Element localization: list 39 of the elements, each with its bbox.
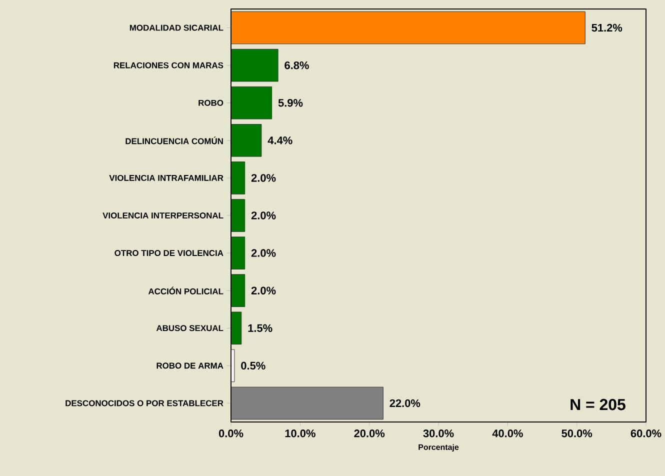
bar xyxy=(230,86,272,120)
y-tick-label: OTRO TIPO DE VIOLENCIA xyxy=(114,250,224,256)
x-tick-label: 40.0% xyxy=(492,430,523,438)
data-label: 4.4% xyxy=(268,136,292,144)
x-tick-label: 10.0% xyxy=(285,430,316,438)
y-tick-label: MODALIDAD SICARIAL xyxy=(130,24,224,31)
bar xyxy=(230,124,262,157)
y-tick-label: ABUSO SEXUAL xyxy=(156,325,224,332)
bar xyxy=(230,162,246,194)
y-tick-label: ROBO xyxy=(198,100,224,106)
y-tick-label: DESCONOCIDOS O POR ESTABLECER xyxy=(66,400,224,406)
data-label: 51.2% xyxy=(592,24,622,32)
x-tick-label: 30.0% xyxy=(423,430,454,438)
data-label: 2.0% xyxy=(251,286,276,294)
data-label: 2.0% xyxy=(251,212,276,220)
y-tick-label: RELACIONES CON MARAS xyxy=(114,62,224,68)
bar xyxy=(230,236,246,270)
y-tick-label: ROBO DE ARMA xyxy=(156,362,224,369)
y-tick-label: VIOLENCIA INTERPERSONAL xyxy=(102,212,224,218)
data-label: 5.9% xyxy=(278,98,303,107)
data-label: 1.5% xyxy=(248,324,272,332)
y-tick-label: VIOLENCIA INTRAFAMILIAR xyxy=(109,174,224,181)
bar xyxy=(230,274,246,307)
bar xyxy=(230,48,278,82)
data-label: 22.0% xyxy=(390,399,420,408)
bar xyxy=(230,199,246,232)
bar xyxy=(230,11,586,44)
x-tick-label: 20.0% xyxy=(354,430,385,438)
y-tick-label: DELINCUENCIA COMÚN xyxy=(126,136,223,144)
data-label: 0.5% xyxy=(241,362,266,370)
x-tick-label: 60.0% xyxy=(630,430,662,438)
data-label: 2.0% xyxy=(251,174,276,182)
data-label: 2.0% xyxy=(251,249,276,257)
x-tick-label: 0.0% xyxy=(218,430,244,438)
data-label: 6.8% xyxy=(284,61,309,70)
bar xyxy=(230,312,242,345)
annotation: N = 205 xyxy=(570,398,626,410)
x-tick-label: 50.0% xyxy=(562,430,592,438)
y-tick-label: ACCIÓN POLICIAL xyxy=(148,286,224,294)
